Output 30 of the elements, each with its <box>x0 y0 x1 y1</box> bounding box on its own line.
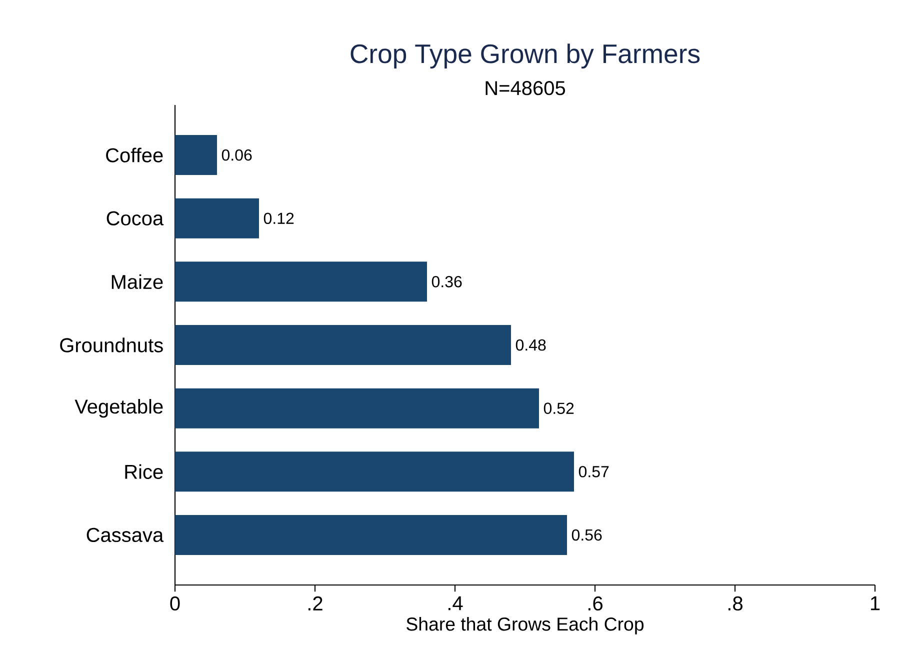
bar <box>175 198 260 238</box>
y-tick-label: Maize <box>112 274 163 290</box>
y-tick-label: Cassava <box>86 528 164 542</box>
bar <box>175 135 218 176</box>
chart-title: Crop Type Grown by Farmers <box>350 44 700 69</box>
data-label: 0.52 <box>544 402 574 414</box>
bar <box>175 388 540 428</box>
y-tick-label: Coffee <box>106 148 163 162</box>
chart-subtitle: N=48605 <box>486 81 566 96</box>
bar <box>175 514 568 555</box>
bar <box>175 452 574 492</box>
bar <box>175 325 512 366</box>
x-tick-label: .2 <box>308 596 322 610</box>
bar <box>175 262 428 302</box>
y-tick-label: Groundnuts <box>60 338 163 352</box>
data-label: 0.57 <box>578 466 609 478</box>
x-axis-title: Share that Grows Each Crop <box>406 617 644 634</box>
data-label: 0.06 <box>222 149 252 161</box>
x-tick-label: 0 <box>170 596 180 611</box>
y-tick-label: Rice <box>125 464 163 479</box>
x-tick-label: 1 <box>870 596 880 610</box>
x-tick-label: .8 <box>728 596 742 611</box>
y-tick-label: Vegetable <box>74 399 163 418</box>
x-tick-label: .6 <box>588 596 602 611</box>
x-tick-label: .4 <box>448 596 463 610</box>
y-tick-label: Cocoa <box>106 211 164 226</box>
data-label: 0.12 <box>264 212 294 224</box>
data-label: 0.48 <box>516 339 546 351</box>
data-label: 0.36 <box>432 276 462 288</box>
data-label: 0.56 <box>572 529 602 541</box>
